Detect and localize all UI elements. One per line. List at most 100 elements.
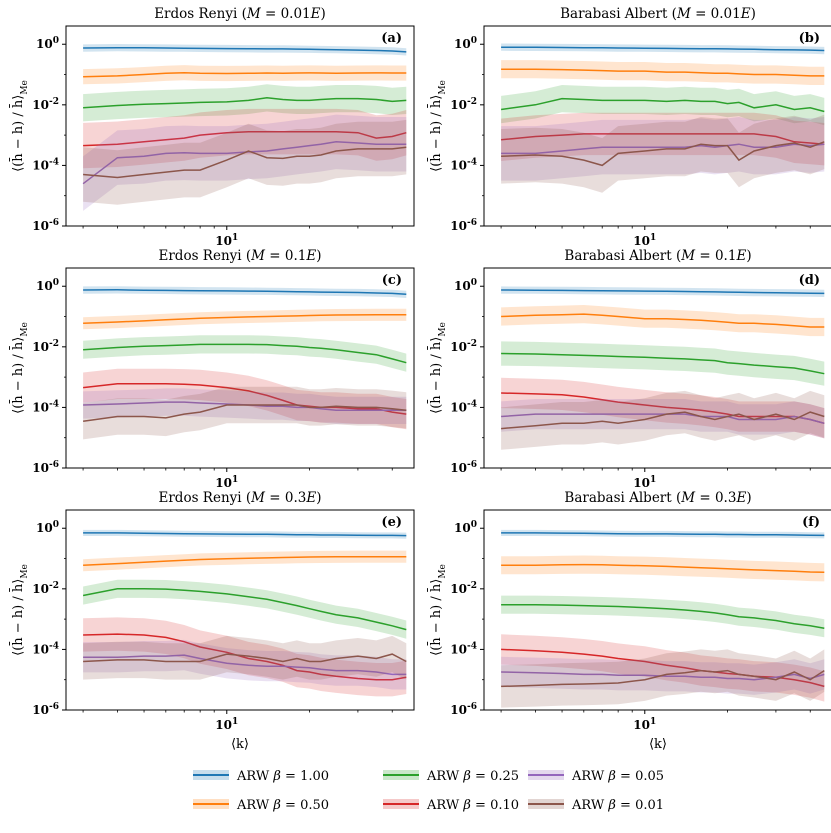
series-line-0.10 [501,133,825,145]
series-line-0.05 [501,413,825,425]
band-0.05 [83,114,407,211]
axes-frame [483,25,831,227]
x-tick-label: 101 [215,475,238,490]
band-0.50 [83,550,407,572]
series-line-0.10 [501,392,825,425]
series-line-0.05 [83,401,407,412]
series-line-0.01 [83,653,407,663]
panel-c: Erdos Renyi (M = 0.1E) 100 10-2 10-4 10-6 101… [9,248,415,490]
y-axis-label: ⟨(h̄ − h) / h̄⟩Me [427,564,448,656]
panel-a: Erdos Renyi (M = 0.01E) 100 10-2 10-4 10-6 10… [9,6,415,248]
y-tick-label: 10-2 [32,339,59,354]
y-tick-label: 100 [454,520,477,535]
y-tick-label: 10-6 [450,218,477,233]
y-tick-label: 100 [36,278,59,293]
y-tick-label: 100 [454,36,477,51]
legend-item: ARW β = 0.05 [528,769,664,784]
panel-e: Erdos Renyi (M = 0.3E) 100 10-2 10-4 10-6 101… [9,490,415,752]
legend-label: ARW β = 0.10 [426,798,519,813]
axes-frame [483,509,831,711]
series-line-0.05 [82,141,407,185]
series-line-0.10 [83,383,407,415]
y-tick-label: 10-4 [450,399,477,414]
panel-label: (c) [382,273,402,288]
band-0.50 [501,555,825,582]
panel-title: Erdos Renyi (M = 0.01E) [154,6,326,22]
y-tick-label: 10-4 [32,157,59,172]
y-tick-label: 10-2 [450,97,477,112]
legend-item: ARW β = 0.01 [528,798,664,813]
y-tick-label: 10-4 [32,399,59,414]
band-0.50 [83,65,407,85]
legend: ARW β = 1.00 ARW β = 0.50 ARW β = 0.25 ARW … [193,769,664,813]
panel-label: (e) [381,515,402,530]
series-line-1.00 [501,532,825,537]
y-tick-label: 10-2 [450,581,477,596]
band-0.25 [501,595,825,638]
panel-title: Barabasi Albert (M = 0.01E) [560,6,756,22]
band-0.10 [501,112,825,166]
panel-label: (f) [802,515,820,530]
series-line-0.01 [501,411,825,430]
band-0.25 [501,85,825,126]
band-0.25 [83,84,407,122]
series-line-0.25 [83,97,407,109]
axes-frame [65,25,415,227]
series-line-0.25 [83,343,407,364]
series-line-0.05 [501,671,825,681]
y-axis-label: ⟨(h̄ − h) / h̄⟩Me [9,564,30,656]
band-0.25 [501,341,825,386]
band-0.50 [83,308,407,330]
legend-label: ARW β = 0.25 [426,769,519,784]
band-1.00 [83,286,407,298]
y-tick-label: 10-4 [450,641,477,656]
axes-frame [65,267,415,469]
y-tick-label: 10-6 [32,702,59,717]
series-line-0.50 [501,68,825,77]
legend-label: ARW β = 0.05 [571,769,664,784]
legend-label: ARW β = 0.01 [571,798,664,813]
y-axis-label: ⟨(h̄ − h) / h̄⟩Me [9,80,30,172]
x-tick-label: 101 [633,233,656,248]
axes-frame [483,267,831,469]
panel-f: Barabasi Albert (M = 0.3E) 100 10-2 10-4 10-… [427,490,831,752]
axes-frame [65,509,415,711]
series-line-0.50 [83,555,407,567]
legend-label: ARW β = 0.50 [236,798,329,813]
series-line-0.05 [83,654,407,676]
band-0.01 [83,119,407,205]
y-tick-label: 10-6 [450,702,477,717]
series-line-0.25 [500,97,825,113]
series-line-0.25 [501,603,825,629]
panel-title: Erdos Renyi (M = 0.1E) [159,248,322,264]
band-0.01 [501,390,825,450]
y-tick-label: 10-2 [450,339,477,354]
series-line-1.00 [501,289,825,295]
band-1.00 [83,44,407,56]
y-tick-label: 10-4 [450,157,477,172]
panel-title: Erdos Renyi (M = 0.3E) [159,490,322,506]
panel-d: Barabasi Albert (M = 0.1E) 100 10-2 10-4 10-… [427,248,831,490]
panel-title: Barabasi Albert (M = 0.1E) [564,248,751,264]
x-axis-label: ⟨k⟩ [649,737,667,752]
band-0.01 [83,386,407,440]
y-axis-label: ⟨(h̄ − h) / h̄⟩Me [9,322,30,414]
y-axis-label: ⟨(h̄ − h) / h̄⟩Me [427,322,448,414]
x-tick-label: 101 [215,717,238,732]
series-line-0.01 [501,669,825,688]
series-line-0.50 [83,71,407,78]
y-tick-label: 100 [36,36,59,51]
series-line-0.01 [501,141,825,167]
legend-item: ARW β = 1.00 [193,769,329,784]
y-tick-label: 100 [454,278,477,293]
band-0.25 [83,335,407,372]
band-0.50 [501,305,825,337]
series-line-0.01 [82,404,407,422]
legend-item: ARW β = 0.25 [383,769,519,784]
series-line-0.10 [83,633,407,681]
y-tick-label: 10-2 [32,97,59,112]
band-0.01 [501,649,825,708]
y-tick-label: 10-2 [32,581,59,596]
series-line-0.01 [83,146,407,179]
